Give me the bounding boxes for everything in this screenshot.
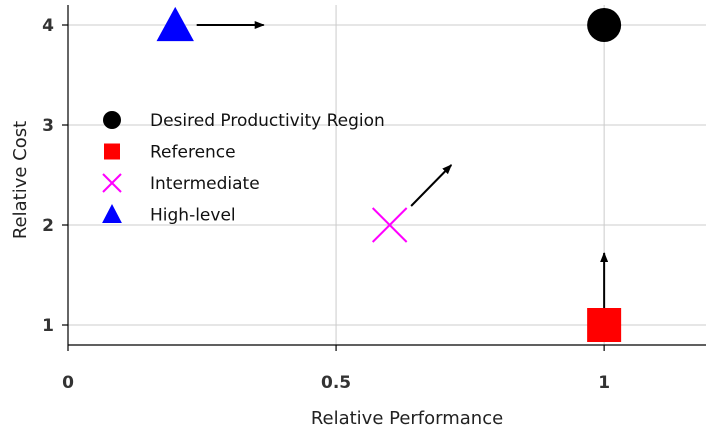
axes — [62, 5, 706, 351]
data-point-1 — [587, 308, 622, 342]
data-point-2 — [371, 207, 408, 243]
data-point-2-stroke-b — [371, 207, 408, 243]
x-tick-label-0: 0 — [62, 373, 74, 393]
legend-marker-1 — [104, 143, 120, 160]
x-tick-label-1: 0.5 — [321, 373, 351, 393]
legend-marker-2-stroke-b — [102, 173, 122, 193]
y-axis-label: Relative Cost — [10, 121, 31, 239]
data-point-0 — [587, 8, 622, 42]
arrows — [196, 21, 609, 308]
legend-label-3: High-level — [150, 206, 236, 226]
data-points — [156, 6, 622, 342]
y-tick-label-1: 2 — [42, 216, 54, 236]
legend-marker-2 — [102, 173, 122, 193]
y-tick-label-0: 1 — [42, 316, 54, 336]
legend-marker-3 — [102, 203, 122, 224]
arrow-1 — [410, 164, 453, 207]
x-tick-label-2: 1 — [598, 373, 610, 393]
legend: Desired Productivity Region Reference Inte… — [102, 111, 385, 226]
tick-labels: 0 0.5 1 1 2 3 4 — [42, 16, 610, 393]
legend-label-0: Desired Productivity Region — [150, 111, 385, 131]
x-axis-label: Relative Performance — [311, 408, 503, 429]
legend-label-1: Reference — [150, 143, 236, 163]
y-tick-label-3: 4 — [42, 16, 54, 36]
legend-marker-0 — [103, 111, 121, 129]
data-point-3 — [156, 6, 194, 42]
y-tick-label-2: 3 — [42, 116, 54, 136]
legend-label-2: Intermediate — [150, 174, 260, 194]
